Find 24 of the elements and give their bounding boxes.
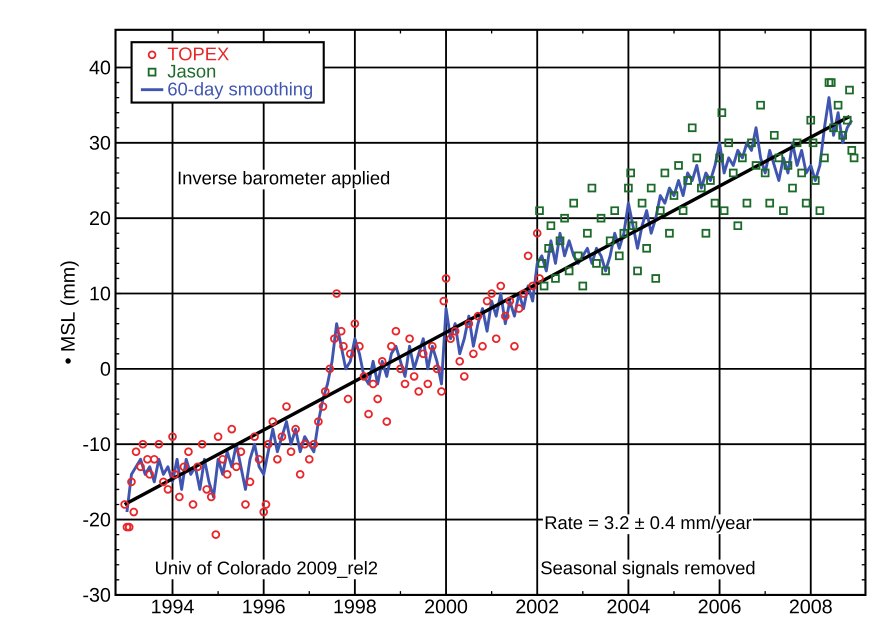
x-tick-label: 2004 (608, 599, 650, 614)
legend-label: Jason (168, 64, 216, 78)
annotation: Seasonal signals removed (541, 560, 754, 578)
x-tick-label: 2000 (425, 599, 468, 614)
y-tick-label: 10 (90, 286, 110, 300)
y-axis-title: • MSL (mm) (60, 261, 79, 364)
y-tick-label: 30 (90, 136, 110, 150)
x-tick-label: 1994 (152, 599, 194, 614)
x-tick-label: 1996 (243, 599, 285, 614)
legend-label: TOPEX (168, 47, 229, 60)
y-tick-label: 0 (100, 362, 110, 376)
y-tick-label: 20 (90, 211, 110, 226)
x-tick-label: 2006 (698, 599, 741, 614)
annotation: Univ of Colorado 2009_rel2 (156, 560, 378, 578)
annotation: Rate = 3.2 ± 0.4 mm/year (546, 516, 752, 533)
annotation: Inverse barometer applied (178, 170, 390, 188)
x-tick-label: 1998 (334, 599, 376, 614)
x-tick-label: 2008 (790, 599, 832, 614)
y-tick-label: -10 (83, 437, 110, 452)
y-tick-label: -30 (83, 588, 110, 602)
x-tick-label: 2002 (516, 599, 558, 614)
y-tick-label: -20 (83, 512, 110, 526)
legend-label: 60-day smoothing (168, 82, 312, 100)
y-tick-label: 40 (89, 60, 110, 74)
